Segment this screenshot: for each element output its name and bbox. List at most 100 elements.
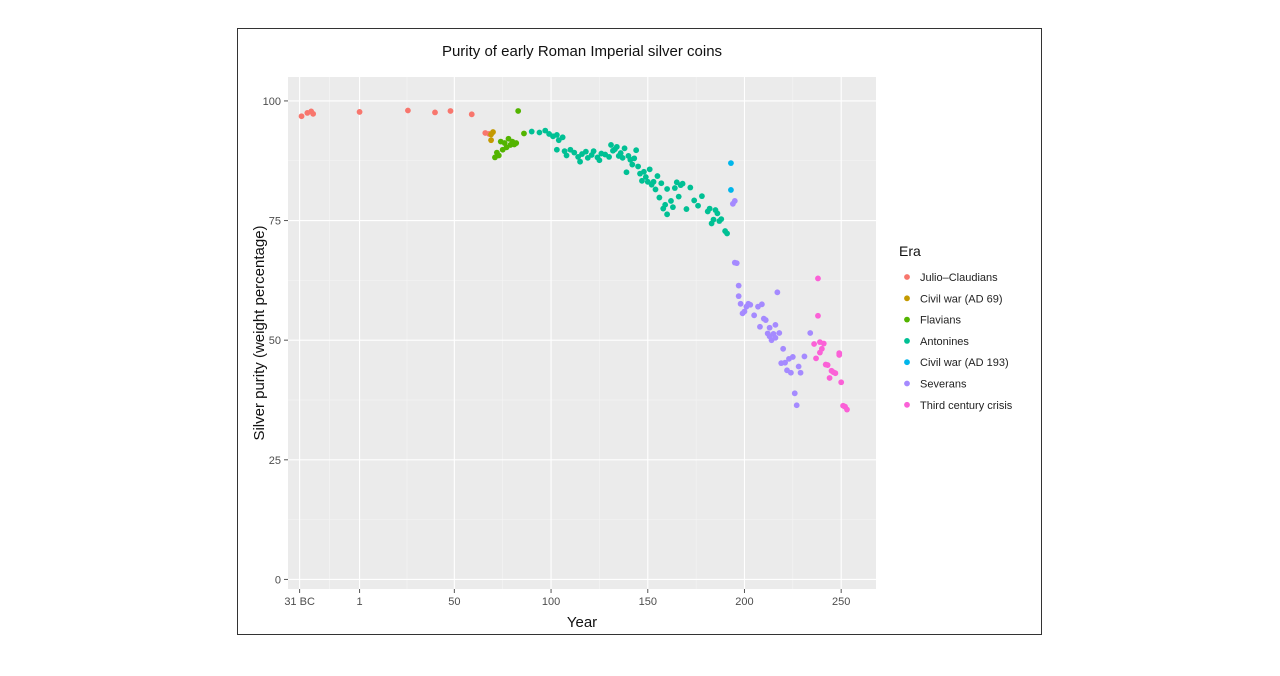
point-antonines [699, 193, 705, 200]
y-tick-label: 25 [269, 455, 281, 467]
legend-key [904, 274, 910, 280]
point-antonines [542, 127, 549, 134]
data-points [298, 107, 850, 413]
point-civil-war-ad-193 [728, 187, 734, 193]
x-tick-label: 50 [448, 596, 460, 608]
legend-key [904, 338, 910, 344]
point-antonines [571, 149, 578, 156]
point-antonines [724, 230, 730, 237]
x-tick-label: 200 [735, 596, 753, 608]
point-third-century-crisis [815, 312, 821, 319]
point-antonines [695, 202, 701, 209]
point-flavians [521, 130, 527, 137]
point-severans [787, 369, 794, 376]
point-severans [766, 324, 773, 331]
chart-frame: Purity of early Roman Imperial silver co… [237, 28, 1042, 635]
point-severans [801, 353, 808, 360]
chart-title: Purity of early Roman Imperial silver co… [442, 43, 722, 60]
legend-label: Flavians [920, 315, 961, 327]
y-tick-label: 100 [263, 96, 281, 108]
point-third-century-crisis [818, 345, 825, 352]
point-severans [793, 402, 800, 409]
point-antonines [646, 166, 653, 173]
point-severans [772, 334, 779, 341]
point-third-century-crisis [836, 352, 843, 358]
point-antonines [629, 161, 636, 168]
point-third-century-crisis [820, 340, 827, 347]
point-julio-claudians [447, 108, 454, 114]
legend-label: Antonines [920, 336, 969, 348]
point-julio-claudians [298, 113, 305, 120]
legend: Julio–Claudians Civil war (AD 69) Flavians… [904, 272, 1013, 412]
point-third-century-crisis [824, 362, 831, 368]
point-flavians [513, 140, 520, 146]
point-antonines [662, 201, 669, 208]
x-axis: 31 BC 1 50 100 150 200 250 [284, 589, 850, 608]
point-julio-claudians [468, 111, 475, 118]
point-antonines [691, 197, 698, 204]
point-severans [751, 312, 758, 319]
point-civil-war-ad-69 [488, 137, 494, 144]
point-severans [757, 323, 763, 330]
y-tick-label: 75 [269, 216, 281, 228]
legend-key [904, 380, 910, 387]
point-severans [747, 301, 754, 308]
point-antonines [582, 148, 589, 155]
point-severans [782, 359, 788, 366]
point-third-century-crisis [826, 375, 833, 381]
point-severans [795, 363, 802, 370]
legend-label: Civil war (AD 193) [920, 357, 1009, 369]
point-antonines [652, 186, 659, 193]
point-antonines [617, 150, 624, 156]
legend-key [904, 295, 910, 302]
legend-key [904, 359, 910, 366]
point-antonines [710, 216, 717, 223]
point-antonines [608, 142, 614, 148]
point-antonines [668, 198, 674, 204]
point-antonines [683, 206, 690, 212]
point-antonines [577, 158, 583, 165]
point-antonines [656, 194, 663, 201]
point-civil-war-ad-69 [490, 129, 496, 135]
legend-label: Julio–Claudians [920, 272, 998, 284]
point-third-century-crisis [815, 275, 821, 282]
point-antonines [714, 210, 721, 217]
point-severans [774, 289, 781, 296]
point-antonines [536, 129, 543, 136]
point-antonines [675, 193, 682, 200]
major-gridlines [288, 77, 876, 589]
point-third-century-crisis [813, 355, 819, 362]
point-antonines [563, 152, 570, 159]
y-axis-title: Silver purity (weight percentage) [251, 225, 268, 440]
point-third-century-crisis [838, 379, 845, 386]
legend-key [904, 401, 910, 408]
legend-label: Severans [920, 379, 967, 391]
point-antonines [654, 173, 661, 179]
y-tick-label: 50 [269, 335, 281, 347]
point-severans [789, 354, 796, 360]
point-severans [807, 330, 814, 336]
point-antonines [623, 169, 630, 176]
point-julio-claudians [405, 107, 411, 114]
point-julio-claudians [432, 109, 438, 116]
point-severans [735, 282, 742, 289]
point-third-century-crisis [811, 341, 818, 347]
point-antonines [633, 147, 640, 154]
point-severans [758, 301, 765, 308]
point-severans [791, 390, 798, 397]
point-antonines [590, 148, 597, 155]
point-severans [737, 300, 744, 307]
point-antonines [706, 205, 713, 212]
point-civil-war-ad-193 [728, 160, 734, 167]
point-antonines [559, 134, 566, 141]
legend-key [904, 316, 910, 323]
point-antonines [679, 180, 686, 187]
point-julio-claudians [310, 110, 317, 117]
x-tick-label: 250 [832, 596, 850, 608]
point-severans [772, 321, 779, 328]
point-antonines [553, 146, 560, 153]
point-severans [776, 330, 783, 336]
x-tick-label: 1 [357, 596, 363, 608]
point-antonines [635, 163, 641, 170]
x-axis-title: Year [567, 614, 597, 631]
